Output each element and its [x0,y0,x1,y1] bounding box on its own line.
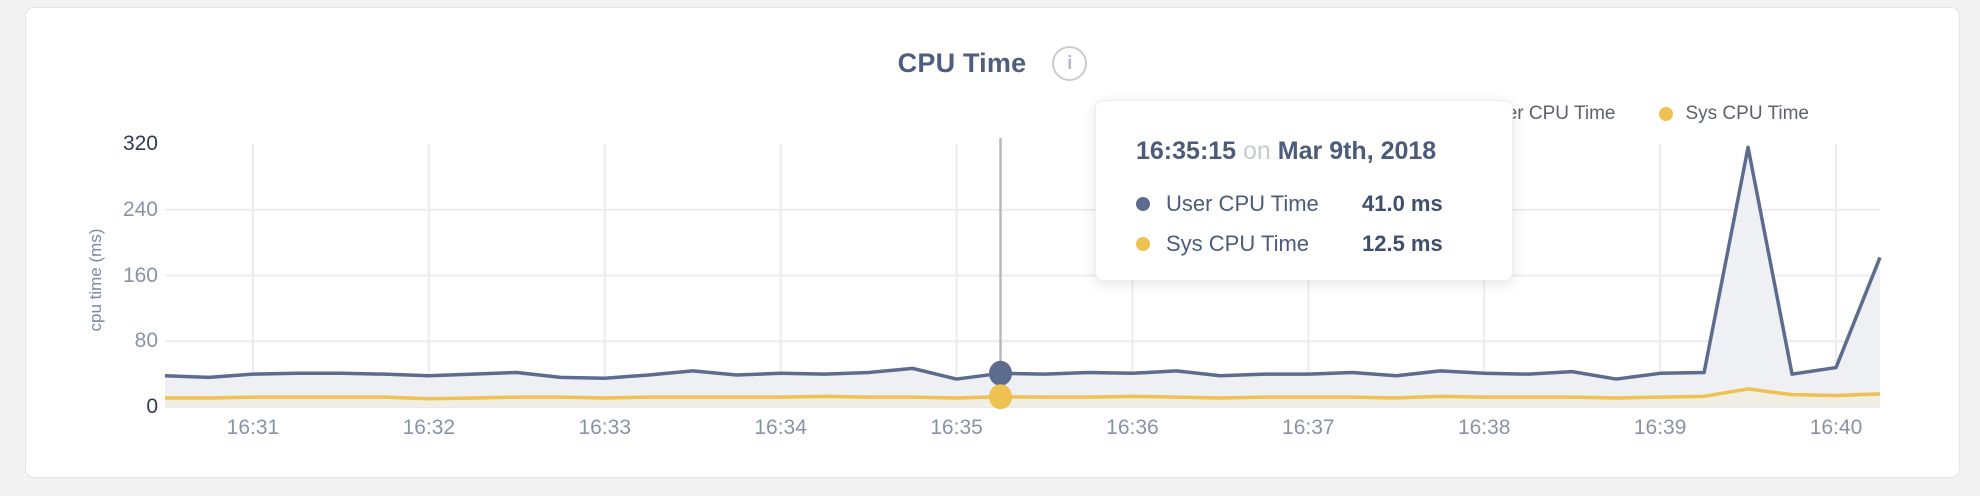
x-tick-label: 16:40 [1809,416,1863,439]
chart-title: CPU Time [897,48,1027,78]
x-tick-label: 16:36 [1106,416,1159,439]
x-tick-label: 16:31 [226,416,280,439]
tooltip-label-sys: Sys CPU Time [1166,231,1310,256]
tooltip-timestamp: 16:35:15 on Mar 9th, 2018 [1136,137,1482,166]
tooltip-label-user: User CPU Time [1166,191,1319,216]
tooltip-row-sys: Sys CPU Time 12.5 ms [1136,224,1482,264]
y-tick-label: 160 [122,263,158,287]
tooltip-dot-user-icon [1136,197,1150,211]
tooltip-time: 16:35:15 [1136,137,1237,165]
chart-header: CPU Time i [26,46,1959,81]
legend-dot-sys-icon [1659,107,1674,121]
x-tick-label: 16:37 [1282,416,1335,439]
x-tick-label: 16:32 [402,416,456,439]
y-tick-label: 80 [134,329,158,353]
chart-tooltip: 16:35:15 on Mar 9th, 2018 User CPU Time … [1095,100,1513,281]
chart-card: CPU Time i User CPU Time Sys CPU Time cp… [25,7,1960,478]
y-tick-label: 320 [122,132,158,155]
legend-label-user: User CPU Time [1483,103,1616,124]
tooltip-row-user: User CPU Time 41.0 ms [1136,184,1482,224]
info-icon[interactable]: i [1052,46,1088,81]
tooltip-dot-sys-icon [1136,237,1150,251]
y-tick-label: 240 [122,197,158,221]
x-tick-label: 16:33 [578,416,632,439]
x-tick-label: 16:39 [1633,416,1687,439]
y-tick-label: 0 [146,395,158,418]
tooltip-connector: on [1243,137,1271,165]
legend-item-sys-cpu-time[interactable]: Sys CPU Time [1659,103,1809,125]
x-tick-label: 16:35 [930,416,983,439]
tooltip-value-sys: 12.5 ms [1362,231,1443,256]
x-tick-label: 16:34 [754,416,807,439]
tooltip-value-user: 41.0 ms [1362,191,1443,216]
x-tick-label: 16:38 [1457,416,1511,439]
chart-legend: User CPU Time Sys CPU Time [1457,103,1809,125]
legend-label-sys: Sys CPU Time [1685,103,1809,124]
tooltip-date: Mar 9th, 2018 [1277,137,1437,165]
